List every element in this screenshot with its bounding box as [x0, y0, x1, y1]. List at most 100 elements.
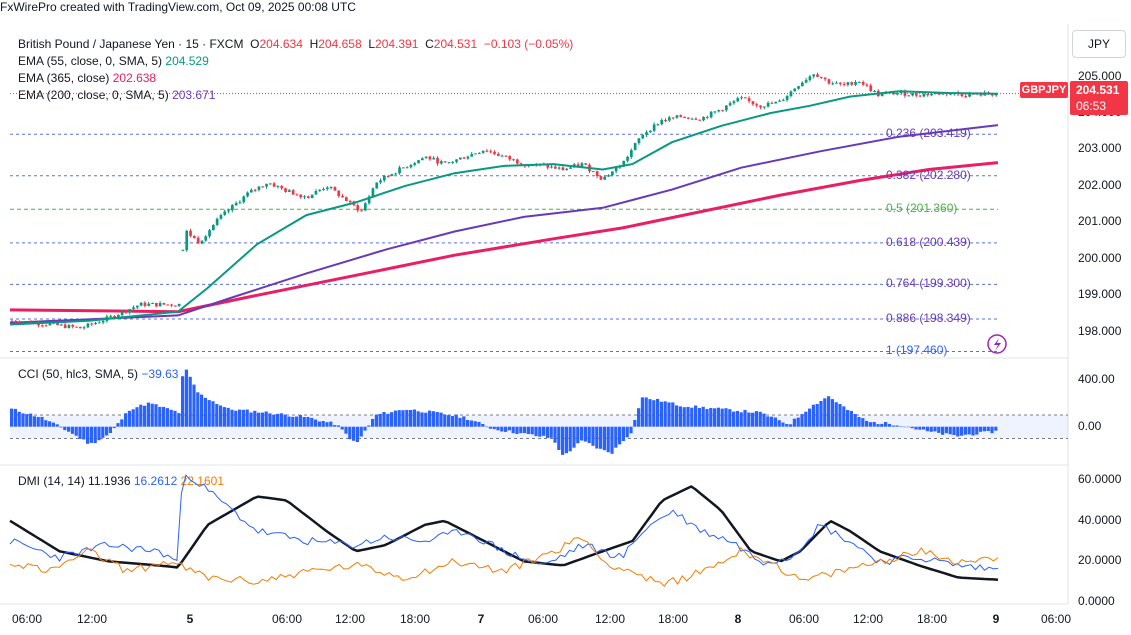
cci-bar: [390, 412, 394, 427]
candle-body: [189, 230, 192, 236]
candle-body: [299, 194, 303, 198]
cci-bar: [253, 410, 257, 427]
candle-body: [793, 88, 797, 92]
cci-bar: [971, 426, 975, 436]
cci-bar: [219, 405, 223, 427]
cci-bar: [135, 407, 139, 427]
cci-bar: [504, 426, 508, 432]
cci-bar: [17, 411, 21, 427]
dmi-axis-tick: 0.0000: [1078, 594, 1115, 608]
candle-body: [120, 311, 124, 315]
candle-body: [725, 105, 728, 111]
time-axis-tick: 06:00: [271, 612, 303, 626]
cci-bar: [800, 414, 804, 427]
cci-bar: [941, 426, 945, 435]
cci-bar: [884, 422, 888, 427]
candle-body: [911, 93, 914, 96]
cci-bar: [435, 412, 439, 427]
cci-bar: [481, 424, 485, 427]
candle-body: [687, 117, 690, 119]
cci-bar: [249, 412, 253, 427]
currency-selector[interactable]: JPY: [1072, 30, 1126, 58]
cci-bar: [93, 426, 97, 444]
cci-bar: [861, 418, 865, 427]
candle-body: [766, 102, 770, 107]
cci-bar: [880, 423, 884, 427]
candle-body: [75, 326, 78, 328]
candle-body: [949, 93, 952, 95]
time-axis-tick: 18:00: [399, 612, 431, 626]
candle-body: [991, 94, 994, 96]
cci-bar: [63, 426, 67, 431]
cci-bar: [648, 399, 652, 427]
candle-body: [607, 175, 610, 177]
cci-bar: [382, 412, 386, 427]
cci-bar: [815, 404, 819, 427]
candle-body: [880, 93, 884, 97]
price-axis-tick: 202.000: [1078, 177, 1122, 192]
candle-body: [831, 83, 835, 85]
cci-bar: [868, 422, 872, 427]
cci-bar: [241, 409, 245, 427]
cci-bar: [428, 410, 432, 427]
candle-body: [231, 205, 234, 211]
candle-body: [98, 322, 101, 324]
cci-bar: [701, 406, 705, 427]
candle-body: [474, 153, 477, 155]
candle-body: [63, 324, 67, 328]
chart-credit: FxWirePro created with TradingView.com, …: [0, 0, 356, 14]
cci-bar: [568, 426, 572, 452]
candle-body: [94, 322, 97, 325]
cci-bar: [713, 408, 717, 427]
cci-bar: [473, 421, 477, 427]
cci-bar: [355, 426, 359, 442]
cci-bar: [431, 411, 435, 427]
price-badge-countdown: 06:53: [1076, 99, 1107, 113]
candle-body: [451, 161, 455, 163]
candle-body: [71, 325, 75, 327]
candle-body: [86, 323, 90, 328]
cci-bar: [572, 426, 576, 448]
cci-bar: [526, 426, 530, 434]
cci-bar: [74, 426, 78, 436]
candle-body: [326, 187, 329, 189]
cci-bar: [796, 417, 800, 427]
cci-bar: [986, 426, 990, 431]
time-axis-tick: 18:00: [916, 612, 948, 626]
ema200-line: [9, 124, 999, 324]
cci-bar: [321, 421, 325, 427]
candle-body: [865, 84, 869, 86]
candle-body: [926, 93, 930, 96]
cci-bar: [310, 417, 314, 427]
candle-body: [390, 174, 394, 176]
cci-bar: [865, 420, 869, 427]
candle-body: [466, 156, 470, 159]
fib-label: 0.618 (200.439): [886, 234, 971, 249]
candle-body: [728, 103, 732, 106]
cci-bar: [903, 426, 907, 428]
cci-bar: [925, 426, 929, 432]
ema55-line: [9, 90, 999, 326]
cci-bar: [990, 426, 994, 434]
candle-body: [208, 230, 211, 237]
candle-body: [751, 101, 755, 105]
cci-bar: [36, 417, 40, 427]
cci-bar: [549, 426, 553, 438]
cci-bar: [184, 369, 188, 427]
cci-bar: [226, 407, 230, 427]
dmi-legend: DMI (14, 14) 11.1936 16.2612 22.1601: [18, 474, 224, 488]
candle-body: [398, 167, 401, 174]
candle-body: [48, 323, 52, 326]
cci-bar: [975, 426, 979, 435]
dmi-axis-tick: 20.0000: [1078, 553, 1122, 568]
candle-body: [459, 157, 462, 160]
candle-body: [101, 320, 105, 323]
candle-body: [10, 320, 14, 322]
fib-label: 0.886 (198.349): [886, 311, 971, 326]
candle-body: [812, 74, 816, 77]
candle-body: [307, 196, 310, 198]
cci-bar: [663, 401, 667, 427]
candle-body: [132, 307, 135, 310]
cci-bar: [348, 426, 352, 440]
